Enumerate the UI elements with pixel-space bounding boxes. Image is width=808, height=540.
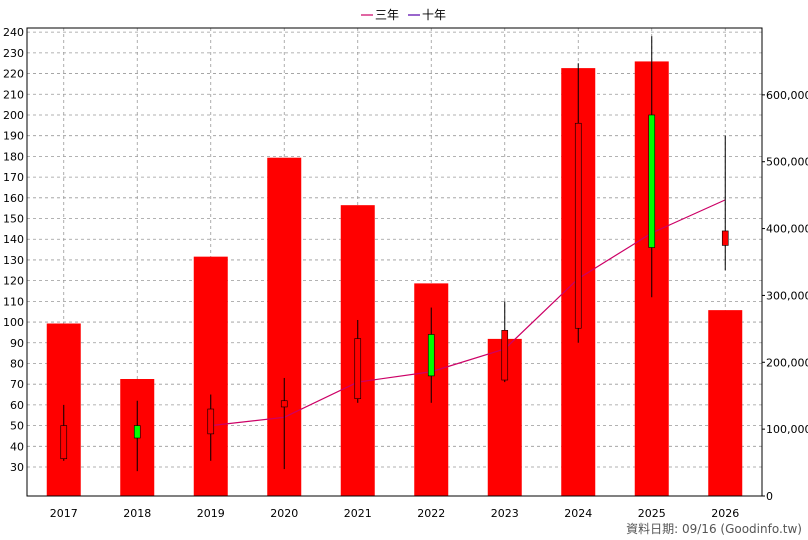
three-year-line: [210, 199, 726, 427]
legend-label-three-year: 三年: [375, 8, 399, 22]
plot-frame: [26, 27, 763, 497]
price-tick-label: 160: [3, 192, 24, 205]
price-tick-label: 200: [3, 109, 24, 122]
year-tick-label: 2021: [344, 507, 372, 520]
candle-body: [721, 230, 729, 246]
price-tick-label: 90: [10, 337, 24, 350]
candle-body: [60, 425, 68, 460]
candle-body: [427, 334, 435, 377]
volume-tick-label: 300,000: [766, 289, 808, 302]
price-tick-label: 220: [3, 68, 24, 81]
price-tick-label: 70: [10, 378, 24, 391]
price-tick-label: 130: [3, 254, 24, 267]
candles: [60, 36, 729, 472]
year-tick-label: 2020: [270, 507, 298, 520]
price-tick-label: 180: [3, 150, 24, 163]
price-tick-label: 230: [3, 47, 24, 60]
legend-label-ten-year: 十年: [422, 8, 446, 22]
year-tick-label: 2025: [638, 507, 666, 520]
volume-tick-label: 500,000: [766, 156, 808, 169]
legend: 三年 十年: [361, 8, 446, 22]
price-tick-label: 110: [3, 295, 24, 308]
price-tick-label: 150: [3, 213, 24, 226]
price-tick-label: 40: [10, 440, 24, 453]
three-year-line-path: [210, 199, 726, 427]
price-tick-label: 120: [3, 275, 24, 288]
price-tick-label: 60: [10, 399, 24, 412]
volume-bars: [46, 61, 743, 497]
price-tick-label: 210: [3, 88, 24, 101]
volume-tick-label: 400,000: [766, 223, 808, 236]
price-tick-label: 100: [3, 316, 24, 329]
year-tick-label: 2023: [491, 507, 519, 520]
candle-body: [354, 338, 362, 399]
year-tick-label: 2024: [564, 507, 592, 520]
candle-body: [574, 122, 582, 329]
price-tick-label: 170: [3, 171, 24, 184]
volume-tick-label: 100,000: [766, 423, 808, 436]
price-tick-label: 80: [10, 357, 24, 370]
volume-bar: [708, 310, 743, 496]
candle-body: [648, 114, 656, 248]
price-tick-label: 140: [3, 233, 24, 246]
candle-body: [280, 400, 288, 408]
candle-body: [133, 425, 141, 439]
candle-body: [207, 408, 215, 435]
price-tick-label: 50: [10, 420, 24, 433]
volume-tick-label: 600,000: [766, 89, 808, 102]
data-date-footer: 資料日期: 09/16 (Goodinfo.tw): [626, 522, 802, 536]
price-tick-label: 30: [10, 461, 24, 474]
year-tick-label: 2019: [197, 507, 225, 520]
volume-tick-label: 200,000: [766, 356, 808, 369]
year-tick-label: 2017: [50, 507, 78, 520]
year-tick-label: 2018: [123, 507, 151, 520]
candle-body: [501, 330, 509, 381]
price-tick-label: 240: [3, 26, 24, 39]
price-tick-label: 190: [3, 130, 24, 143]
year-tick-label: 2026: [711, 507, 739, 520]
volume-tick-label: 0: [766, 490, 773, 503]
year-tick-label: 2022: [417, 507, 445, 520]
axes: 30 40 50 60 70 80 90 100 110 120 130 140 150 160 170 18…: [3, 26, 808, 520]
